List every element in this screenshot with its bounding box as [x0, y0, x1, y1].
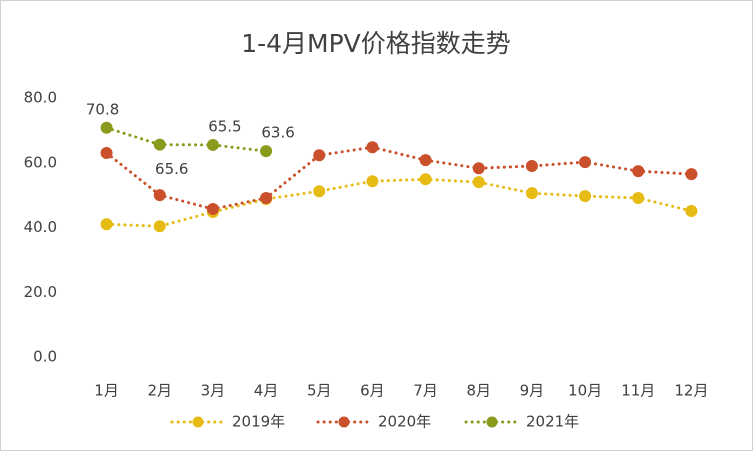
x-tick-label: 1月 — [94, 382, 119, 400]
legend-swatch-point — [338, 416, 350, 428]
point — [472, 176, 485, 189]
point — [685, 168, 698, 181]
point — [525, 187, 538, 200]
point — [153, 189, 166, 202]
point — [100, 121, 113, 134]
x-tick-label: 9月 — [520, 382, 545, 400]
data-label: 70.8 — [86, 100, 119, 118]
data-label: 63.6 — [261, 124, 294, 142]
legend-label: 2021年 — [526, 413, 579, 431]
point — [313, 149, 326, 162]
y-tick-label: 60.0 — [24, 153, 57, 171]
point — [472, 162, 485, 175]
y-tick-label: 40.0 — [24, 218, 57, 236]
point — [685, 204, 698, 217]
data-label: 65.6 — [155, 160, 188, 178]
point — [100, 218, 113, 231]
point — [632, 192, 645, 205]
series-line — [105, 177, 693, 228]
y-tick-label: 80.0 — [24, 89, 57, 107]
point — [206, 138, 219, 151]
point — [419, 154, 432, 167]
point — [579, 156, 592, 169]
point — [313, 185, 326, 198]
chart-title: 1-4月MPV价格指数走势 — [241, 29, 511, 58]
point — [525, 159, 538, 172]
point — [366, 175, 379, 188]
x-tick-label: 11月 — [621, 382, 655, 400]
legend-label: 2020年 — [378, 413, 431, 431]
point — [260, 192, 273, 205]
point — [366, 141, 379, 154]
legend-swatch-point — [192, 416, 204, 428]
x-tick-label: 7月 — [413, 382, 438, 400]
series-line — [105, 126, 268, 153]
x-tick-label: 10月 — [568, 382, 602, 400]
x-tick-label: 6月 — [360, 382, 385, 400]
legend-swatch-point — [486, 416, 498, 428]
point — [153, 220, 166, 233]
data-label: 65.5 — [208, 117, 241, 135]
point — [579, 190, 592, 203]
x-tick-label: 2月 — [147, 382, 172, 400]
point — [260, 145, 273, 158]
y-tick-label: 0.0 — [33, 348, 57, 366]
point — [419, 173, 432, 186]
x-tick-label: 5月 — [307, 382, 332, 400]
legend-label: 2019年 — [232, 413, 285, 431]
point — [206, 203, 219, 216]
point — [632, 165, 645, 178]
point — [100, 147, 113, 160]
x-tick-label: 4月 — [254, 382, 279, 400]
x-tick-label: 3月 — [201, 382, 226, 400]
y-tick-label: 20.0 — [24, 283, 57, 301]
x-tick-label: 8月 — [466, 382, 491, 400]
point — [153, 138, 166, 151]
x-tick-label: 12月 — [674, 382, 708, 400]
